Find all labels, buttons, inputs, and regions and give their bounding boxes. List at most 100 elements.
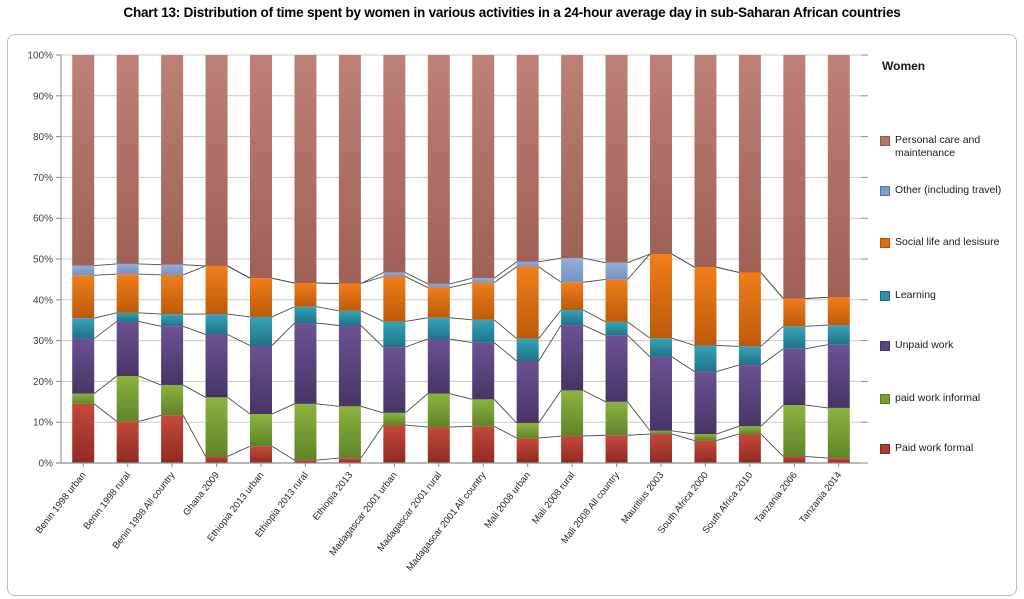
series-connector-line bbox=[405, 317, 428, 322]
bar-segment bbox=[72, 393, 95, 404]
bar-segment bbox=[338, 458, 361, 463]
bar-segment bbox=[338, 325, 361, 407]
legend-item: paid work informal bbox=[880, 392, 1014, 405]
series-connector-line bbox=[671, 356, 695, 372]
bar-segment bbox=[294, 55, 317, 284]
y-axis-label: 40% bbox=[33, 295, 53, 306]
series-connector-line bbox=[93, 375, 117, 394]
bar-segment bbox=[294, 460, 317, 463]
series-connector-line bbox=[138, 414, 162, 422]
bar-segment bbox=[472, 399, 495, 427]
bar-segment bbox=[72, 318, 95, 339]
legend-label: Unpaid work bbox=[895, 339, 954, 351]
series-connector-line bbox=[316, 322, 339, 326]
series-connector-line bbox=[138, 273, 162, 276]
series-connector-line bbox=[360, 405, 384, 414]
series-connector-line bbox=[227, 334, 251, 346]
series-connector-line bbox=[493, 261, 517, 279]
bar-segment bbox=[605, 262, 628, 280]
series-connector-line bbox=[449, 338, 473, 344]
series-connector-line bbox=[316, 403, 339, 407]
series-connector-line bbox=[493, 266, 517, 284]
series-connector-line bbox=[183, 264, 206, 267]
series-connector-line bbox=[805, 456, 828, 459]
series-connector-line bbox=[760, 404, 784, 427]
bar-segment bbox=[294, 323, 317, 404]
bar-segment bbox=[650, 434, 672, 463]
legend-item: Paid work formal bbox=[880, 442, 1014, 455]
x-axis-label: Benin 1998 rural bbox=[81, 470, 133, 532]
bar-segment bbox=[205, 55, 228, 266]
bar-segment bbox=[472, 342, 495, 400]
bar-segment bbox=[738, 434, 761, 463]
bar-segment bbox=[427, 287, 450, 318]
chart-legend: Women Personal care and maintenance Other… bbox=[876, 35, 1014, 595]
x-axis-label: Ethiopia 2013 bbox=[311, 470, 355, 523]
bar-segment bbox=[605, 279, 628, 322]
series-connector-line bbox=[94, 312, 117, 319]
bar-segment bbox=[383, 425, 406, 463]
stacked-bar-chart: 0% 10% 20% 30% 40% 50% 60% 70% 80% 90% 100% Benin 1… bbox=[27, 51, 868, 574]
x-axis-label: Madagascar 2001 All country bbox=[404, 470, 488, 574]
bar-segment bbox=[161, 314, 184, 327]
x-axis-label: Tanzania 2014 bbox=[797, 470, 844, 525]
series-connector-line bbox=[360, 325, 384, 348]
bar-segment bbox=[738, 346, 761, 366]
series-connector-line bbox=[627, 401, 651, 432]
bar-segment bbox=[116, 312, 139, 322]
series-connector-line bbox=[405, 276, 428, 288]
bar-segment bbox=[561, 258, 584, 283]
bar-segment bbox=[605, 435, 628, 463]
series-connector-line bbox=[93, 403, 117, 422]
chart-title: Chart 13: Distribution of time spent by … bbox=[123, 5, 901, 20]
y-axis-label: 80% bbox=[33, 132, 53, 143]
bar-segment bbox=[338, 283, 361, 311]
legend-label: paid work informal bbox=[895, 392, 981, 404]
legend-item: Other (including travel) bbox=[880, 184, 1014, 197]
series-connector-line bbox=[271, 322, 295, 346]
series-connector-line bbox=[538, 435, 562, 439]
bar-segment bbox=[738, 55, 761, 273]
series-connector-line bbox=[671, 433, 695, 441]
bar-segment bbox=[116, 421, 139, 463]
bar-segment bbox=[427, 427, 450, 463]
series-connector-line bbox=[271, 445, 295, 461]
bar-segment bbox=[116, 274, 139, 313]
series-connector-line bbox=[493, 399, 517, 424]
series-connector-line bbox=[405, 272, 428, 285]
bar-segment bbox=[650, 356, 672, 431]
bar-segment bbox=[427, 283, 450, 288]
series-connector-line bbox=[760, 433, 784, 457]
bar-segment bbox=[472, 426, 495, 463]
bar-segment bbox=[383, 276, 406, 322]
legend-swatch-icon bbox=[880, 341, 890, 351]
bar-segment bbox=[650, 430, 672, 435]
bar-segment bbox=[827, 325, 850, 345]
bar-segment bbox=[116, 376, 139, 422]
bar-segment bbox=[783, 348, 806, 406]
series-connector-line bbox=[627, 433, 651, 436]
x-axis-label: Tanzania 2006 bbox=[753, 470, 800, 525]
bar-segment bbox=[205, 456, 228, 463]
series-connector-line bbox=[316, 457, 339, 461]
series-connector-line bbox=[94, 263, 117, 266]
bar-segment bbox=[650, 55, 672, 255]
bar-segment bbox=[694, 434, 717, 441]
series-connector-line bbox=[227, 265, 251, 279]
bar-segment bbox=[516, 338, 539, 361]
bar-segment bbox=[694, 440, 717, 463]
bar-segment bbox=[472, 55, 495, 279]
bar-segment bbox=[338, 310, 361, 326]
bar-segment bbox=[294, 306, 317, 324]
bar-segment bbox=[516, 423, 539, 439]
series-connector-line bbox=[627, 253, 651, 280]
bar-segment bbox=[694, 345, 717, 372]
series-connector-line bbox=[271, 277, 295, 284]
x-axis-label: South Africa 2010 bbox=[700, 470, 755, 536]
bar-segment bbox=[561, 282, 584, 310]
series-connector-line bbox=[227, 313, 251, 318]
series-connector-line bbox=[449, 277, 473, 285]
y-axis-label: 100% bbox=[27, 51, 53, 62]
bar-segment bbox=[427, 338, 450, 394]
bar-segment bbox=[205, 397, 228, 457]
